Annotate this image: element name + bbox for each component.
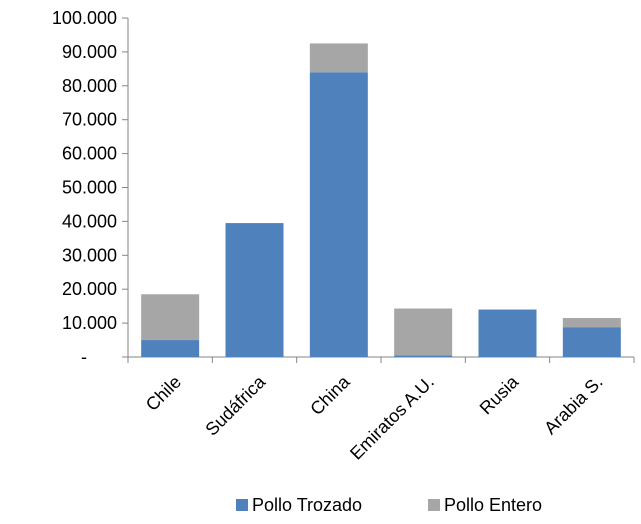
- y-tick-label: 100.000: [52, 8, 117, 28]
- x-category-label: Rusia: [476, 371, 523, 418]
- legend-swatch: [236, 499, 248, 511]
- legend-label: Pollo Entero: [444, 495, 542, 515]
- bar-pollo-entero: [141, 294, 200, 341]
- x-category-label: Emiratos A.U.: [346, 372, 438, 464]
- y-tick-label: -: [81, 347, 87, 367]
- y-tick-label: 70.000: [62, 110, 117, 130]
- bar-pollo-trozado: [562, 327, 621, 357]
- x-category-label: Sudáfrica: [201, 371, 270, 440]
- bar-pollo-entero: [562, 318, 621, 328]
- legend: Pollo Trozado Pollo Entero: [236, 495, 542, 515]
- bar-pollo-trozado: [309, 72, 368, 358]
- y-tick-label: 50.000: [62, 178, 117, 198]
- y-tick-label: 80.000: [62, 76, 117, 96]
- y-tick-label: 90.000: [62, 42, 117, 62]
- x-axis: [127, 356, 635, 363]
- y-tick-label: 20.000: [62, 279, 117, 299]
- bar-pollo-entero: [394, 308, 453, 356]
- bar-pollo-trozado: [478, 309, 537, 357]
- x-category-label: China: [306, 371, 354, 419]
- bar-pollo-trozado: [141, 340, 200, 357]
- bar-pollo-trozado: [225, 223, 284, 357]
- y-axis: - 10.000 20.000 30.000 40.000 50.000 60.000 70.…: [52, 8, 129, 367]
- legend-label: Pollo Trozado: [252, 495, 362, 515]
- y-tick-label: 30.000: [62, 245, 117, 265]
- y-tick-label: 60.000: [62, 144, 117, 164]
- x-category-label: Chile: [142, 372, 185, 415]
- x-category-label: Arabia S.: [540, 372, 607, 439]
- bar-pollo-trozado: [394, 355, 453, 357]
- bars: [141, 43, 621, 358]
- bar-pollo-entero: [309, 43, 368, 73]
- legend-swatch: [428, 499, 440, 511]
- y-tick-label: 40.000: [62, 211, 117, 231]
- y-tick-label: 10.000: [62, 313, 117, 333]
